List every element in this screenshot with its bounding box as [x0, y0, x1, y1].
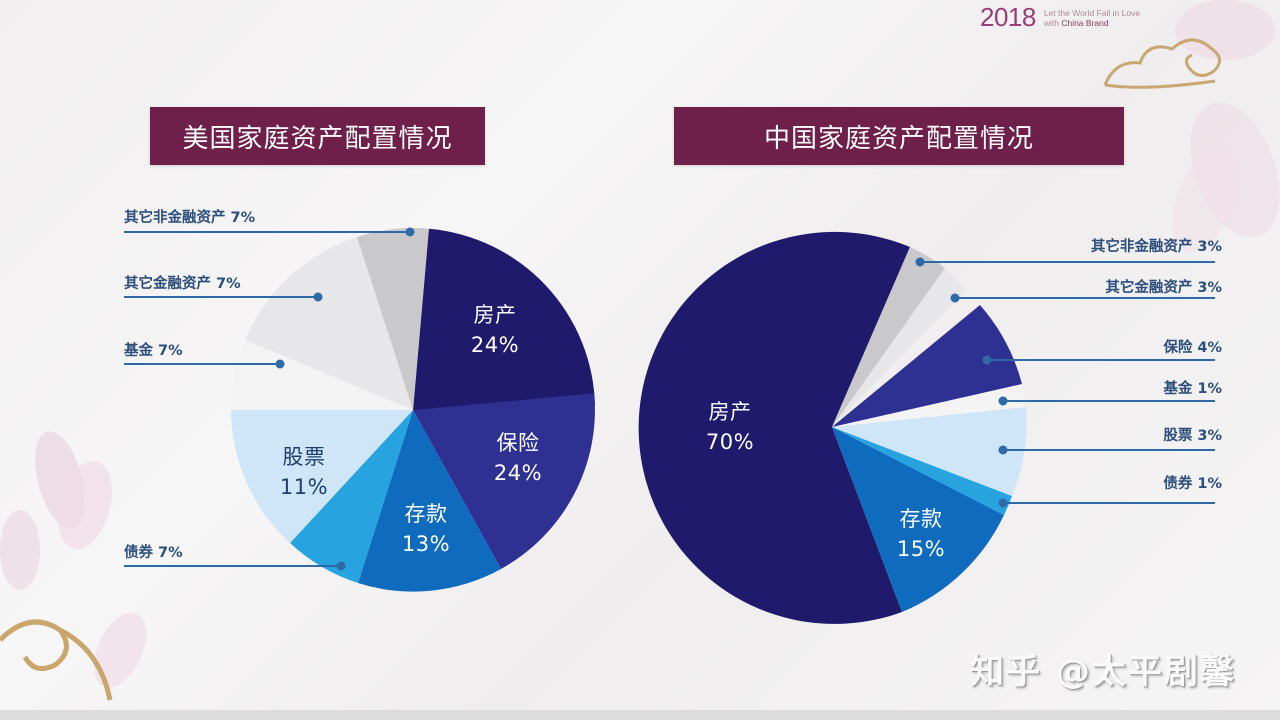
- us-leader-lines: [124, 227, 415, 571]
- us-label-funds: 基金 7%: [124, 343, 183, 359]
- cn-leader-lines: [915, 257, 1215, 508]
- us-stocks-name: 股票: [282, 445, 326, 469]
- us-insurance-pct: 24%: [493, 461, 543, 485]
- us-real-estate-name: 房产: [473, 303, 517, 327]
- tagline-brand: China Brand: [1061, 17, 1109, 28]
- us-label-bonds: 债券 7%: [124, 545, 183, 561]
- us-slice-insurance: [413, 393, 595, 569]
- cn-chart-title: 中国家庭资产配置情况: [674, 107, 1124, 165]
- cn-label-other-financial: 其它金融资产 3%: [1105, 280, 1222, 296]
- cn-label-insurance: 保险 4%: [1163, 340, 1222, 356]
- cn-slice-insurance: [832, 305, 1022, 427]
- tagline-prefix: with: [1043, 17, 1062, 28]
- cn-inner-deposits: 存款 15%: [881, 504, 961, 564]
- brand-header: 2018 Let the World Fall in Love with Chi…: [980, 2, 1140, 33]
- us-pie: [231, 228, 595, 592]
- cn-label-funds: 基金 1%: [1163, 381, 1222, 397]
- us-inner-insurance: 保险 24%: [478, 428, 558, 488]
- us-stocks-pct: 11%: [279, 475, 329, 499]
- us-label-other-non-financial: 其它非金融资产 7%: [124, 210, 256, 226]
- cn-real-estate-pct: 70%: [705, 430, 755, 454]
- cn-slice-funds: [832, 384, 1026, 427]
- us-deposits-pct: 13%: [401, 532, 451, 556]
- cn-deposits-name: 存款: [899, 507, 943, 531]
- cn-label-stocks: 股票 3%: [1163, 428, 1222, 444]
- us-inner-deposits: 存款 13%: [386, 499, 466, 559]
- us-slice-other-non-financial: [357, 228, 429, 410]
- us-inner-stocks: 股票 11%: [264, 442, 344, 502]
- tagline-line1: Let the World Fall in Love: [1043, 7, 1141, 18]
- cn-slice-other-non-financial: [832, 247, 945, 427]
- brand-tagline: Let the World Fall in Love with China Br…: [1044, 8, 1140, 28]
- us-label-other-financial: 其它金融资产 7%: [124, 276, 241, 292]
- cn-slice-stocks: [832, 407, 1027, 496]
- us-real-estate-pct: 24%: [470, 333, 520, 357]
- us-inner-real-estate: 房产 24%: [455, 300, 535, 360]
- us-slice-bonds: [290, 410, 413, 583]
- cn-slice-bonds: [832, 427, 1012, 515]
- us-insurance-name: 保险: [496, 431, 540, 455]
- cn-label-bonds: 债券 1%: [1163, 476, 1222, 492]
- cn-label-other-non-financial: 其它非金融资产 3%: [1090, 239, 1222, 255]
- us-slice-funds: [231, 340, 413, 410]
- cn-inner-real-estate: 房产 70%: [690, 397, 770, 457]
- magnolia-decoration-top-right: [1103, 0, 1280, 253]
- cn-slice-other-financial: [832, 268, 966, 427]
- bottom-strip: [0, 710, 1280, 720]
- cn-slice-real-estate: [638, 231, 910, 624]
- us-slice-stocks: [231, 410, 413, 543]
- magnolia-decoration-bottom-left: [0, 431, 147, 701]
- cn-deposits-pct: 15%: [896, 537, 946, 561]
- cn-pie: [638, 231, 1027, 624]
- brand-year: 2018: [980, 2, 1036, 32]
- cn-slice-deposits: [832, 427, 1004, 612]
- zhihu-watermark: 知乎 @太平剧馨: [970, 652, 1236, 692]
- us-deposits-name: 存款: [404, 502, 448, 526]
- us-chart-title: 美国家庭资产配置情况: [150, 107, 485, 165]
- us-slice-real-estate: [413, 228, 595, 410]
- cn-real-estate-name: 房产: [708, 400, 752, 424]
- us-slice-deposits: [358, 410, 501, 592]
- tagline-line2: with China Brand: [1044, 18, 1140, 28]
